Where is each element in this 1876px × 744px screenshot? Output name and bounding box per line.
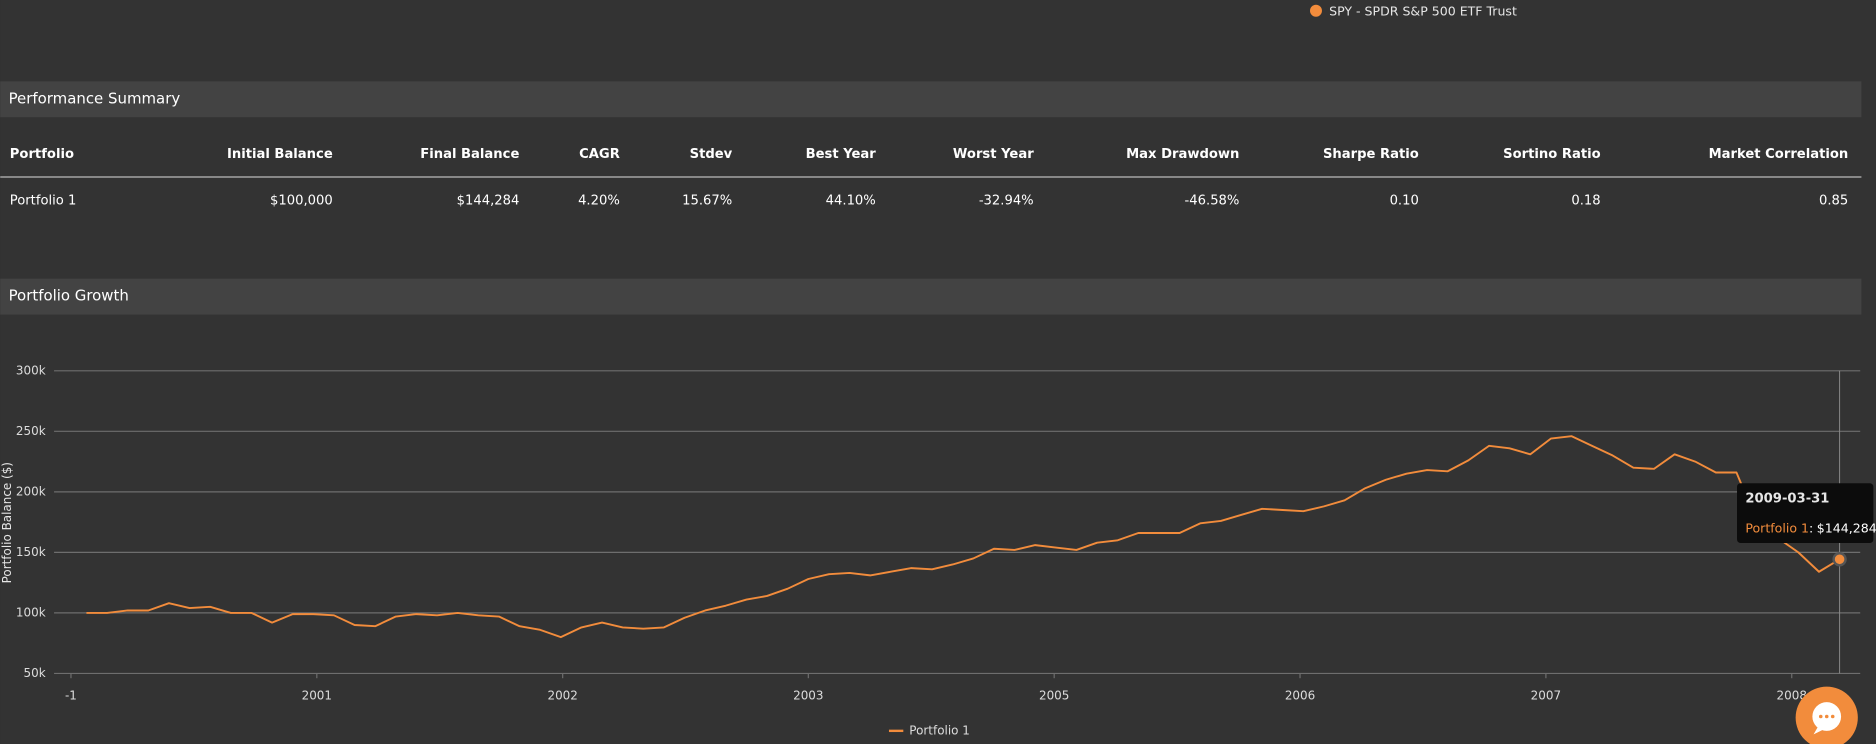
table-header: Best Year (806, 147, 877, 162)
chat-button[interactable] (1795, 686, 1858, 744)
table-header: Sharpe Ratio (1323, 147, 1419, 162)
x-tick-label: 2005 (1039, 689, 1069, 703)
y-tick-label: 250k (16, 424, 46, 438)
chart: 50k 100k 150k 200k 250k 300k -1 2001 2002 2003 200… (16, 363, 1861, 737)
tooltip: 2009-03-31 Portfolio 1: $144,284 (1737, 483, 1876, 544)
table-cell: Portfolio 1 (10, 193, 77, 208)
section-title: Portfolio Growth (9, 287, 129, 305)
tooltip-date: 2009-03-31 (1745, 491, 1829, 506)
table-header: Max Drawdown (1126, 147, 1239, 162)
table-cell: $144,284 (457, 193, 520, 208)
y-tick-label: 300k (16, 363, 46, 377)
table-cell: $100,000 (270, 193, 333, 208)
table-header: Final Balance (420, 147, 519, 162)
hover-point (1832, 552, 1847, 567)
x-tick-label: 2006 (1285, 689, 1315, 703)
table-cell: -46.58% (1185, 193, 1240, 208)
section-header (0, 81, 1862, 118)
summary-table: Portfolio Initial Balance Final Balance CAG… (10, 147, 1848, 209)
table-header: Stdev (690, 147, 733, 162)
chat-dot (1818, 714, 1823, 719)
x-tick-label: 2007 (1531, 689, 1561, 703)
tooltip-sep: : (1809, 520, 1813, 535)
tooltip-box (1737, 483, 1874, 544)
table-header: Sortino Ratio (1503, 147, 1601, 162)
x-tick-label: 2008 (1777, 689, 1807, 703)
y-axis-label: Portfolio Balance ($) (0, 462, 14, 583)
chat-dot (1830, 714, 1835, 719)
table-cell: 0.10 (1390, 193, 1419, 208)
tooltip-line: Portfolio 1: $144,284 (1745, 520, 1876, 535)
x-tick-label: -1 (65, 689, 77, 703)
table-header: Initial Balance (227, 147, 333, 162)
section-header (0, 278, 1862, 315)
table-header: Worst Year (953, 147, 1034, 162)
chat-dot (1824, 714, 1829, 719)
section-title: Performance Summary (9, 89, 181, 107)
legend-dot[interactable] (1310, 4, 1322, 17)
table-header: CAGR (579, 147, 620, 162)
table-cell: 0.18 (1571, 193, 1600, 208)
y-tick-label: 100k (16, 605, 46, 619)
legend-label[interactable]: SPY - SPDR S&P 500 ETF Trust (1329, 3, 1517, 18)
legend-label[interactable]: Portfolio 1 (909, 723, 970, 737)
tooltip-value: $144,284 (1817, 520, 1876, 535)
table-cell: 15.67% (682, 193, 732, 208)
table-header: Market Correlation (1709, 147, 1849, 162)
table-header: Portfolio (10, 147, 74, 162)
chat-tail (1813, 726, 1826, 735)
series-line (86, 435, 1841, 639)
x-tick-label: 2002 (547, 689, 577, 703)
y-tick-label: 50k (24, 666, 46, 680)
table-cell: 0.85 (1819, 193, 1848, 208)
table-cell: -32.94% (979, 193, 1034, 208)
y-tick-label: 200k (16, 484, 46, 498)
table-cell: 44.10% (826, 193, 876, 208)
x-tick-label: 2003 (793, 689, 823, 703)
x-tick-label: 2001 (302, 689, 332, 703)
tooltip-series: Portfolio 1 (1745, 520, 1809, 535)
y-tick-label: 150k (16, 545, 46, 559)
table-cell: 4.20% (578, 193, 620, 208)
